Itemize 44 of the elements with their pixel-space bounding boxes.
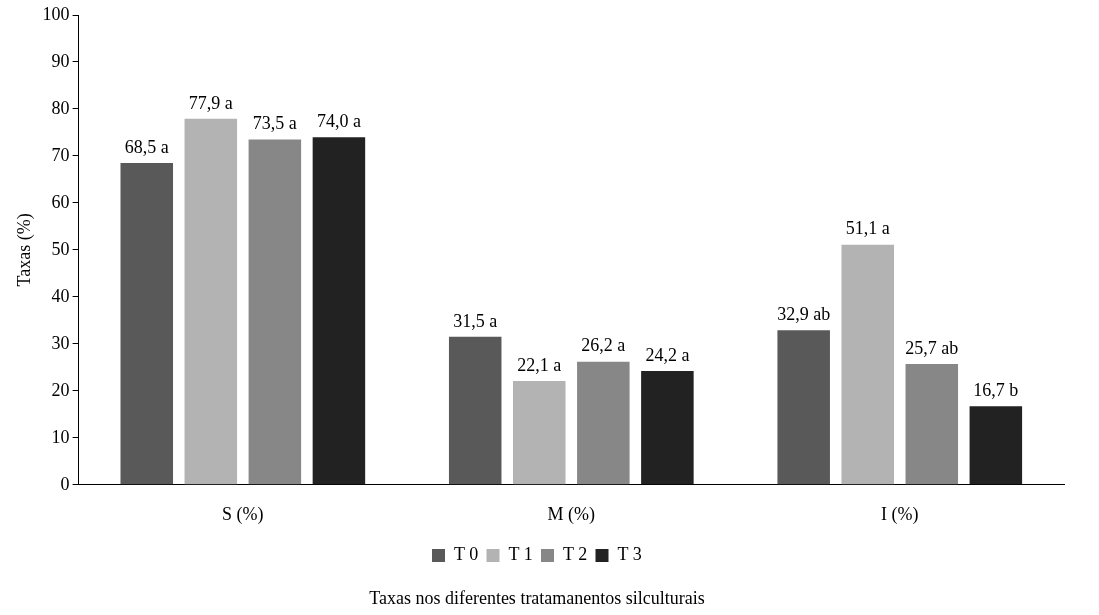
data-label: 31,5 a — [453, 310, 498, 331]
y-axis-title: Taxas (%) — [13, 213, 35, 287]
bar — [120, 162, 174, 485]
data-label: 68,5 a — [124, 136, 169, 157]
bar — [577, 361, 630, 485]
x-tick-label: I (%) — [881, 504, 919, 526]
x-tick-label: M (%) — [547, 504, 596, 526]
data-label: 51,1 a — [845, 218, 890, 239]
y-tick-label: 0 — [60, 473, 70, 494]
x-axis-title: Taxas nos diferentes tratamanentos silculturais — [369, 587, 705, 608]
y-tick-label: 10 — [51, 426, 70, 447]
data-label: 22,1 a — [517, 354, 562, 375]
y-tick-label: 80 — [51, 97, 70, 118]
data-label: 25,7 ab — [905, 337, 959, 358]
bar — [777, 330, 830, 485]
y-tick-label: 70 — [51, 144, 70, 165]
x-tick-label: S (%) — [222, 504, 264, 526]
data-label: 24,2 a — [645, 344, 690, 365]
y-tick-label: 100 — [42, 3, 70, 24]
data-label: 16,7 b — [973, 380, 1019, 401]
bar — [448, 336, 502, 485]
bar — [312, 137, 366, 485]
y-tick-label: 20 — [51, 379, 70, 400]
data-label: 74,0 a — [316, 110, 361, 131]
bar — [513, 380, 566, 485]
y-tick-label: 90 — [51, 50, 70, 71]
data-label: 26,2 a — [581, 335, 626, 356]
bar — [248, 139, 302, 485]
bar — [841, 244, 894, 485]
y-tick-label: 30 — [51, 332, 70, 353]
bar — [969, 406, 1023, 485]
legend-label: T 1 — [508, 544, 533, 565]
legend-label: T 3 — [617, 544, 642, 565]
y-tick-label: 60 — [51, 191, 70, 212]
legend-label: T 2 — [563, 544, 588, 565]
data-label: 77,9 a — [188, 92, 233, 113]
bar — [184, 118, 238, 485]
data-label: 32,9 ab — [777, 303, 831, 324]
bar — [905, 364, 959, 485]
y-tick-label: 50 — [51, 238, 70, 259]
bar — [641, 371, 694, 485]
data-label: 73,5 a — [252, 113, 297, 134]
y-tick-label: 40 — [51, 285, 70, 306]
legend-label: T 0 — [454, 544, 479, 565]
